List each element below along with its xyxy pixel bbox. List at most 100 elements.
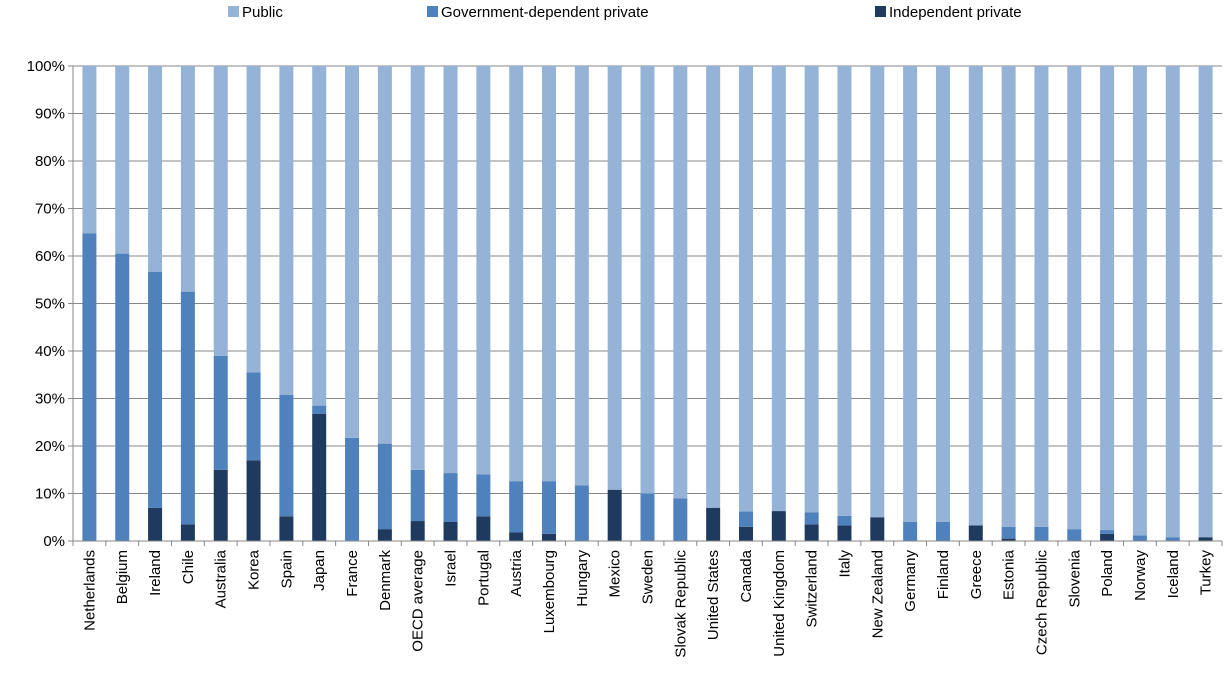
y-tick-label: 70%: [35, 201, 65, 218]
x-tick-label: Belgium: [114, 550, 131, 604]
bar-independent-private-portugal: [476, 516, 491, 541]
bar-public-united-kingdom: [771, 66, 786, 512]
bar-government-dependent-private-japan: [312, 405, 327, 414]
y-tick-label: 100%: [27, 58, 65, 75]
y-tick-label: 0%: [43, 533, 65, 550]
x-tick-label: Norway: [1132, 550, 1149, 601]
bar-independent-private-canada: [738, 526, 753, 541]
bar-public-turkey: [1198, 66, 1213, 538]
bar-government-dependent-private-france: [345, 437, 360, 541]
bar-government-dependent-private-israel: [443, 473, 458, 522]
x-tick-label: Canada: [738, 549, 755, 602]
bar-government-dependent-private-chile: [180, 291, 195, 525]
bar-government-dependent-private-iceland: [1165, 537, 1180, 541]
x-tick-label: United Kingdom: [771, 550, 788, 657]
x-tick-label: Turkey: [1198, 550, 1215, 596]
x-tick-label: Chile: [180, 550, 197, 584]
bar-government-dependent-private-netherlands: [82, 233, 97, 541]
bar-independent-private-australia: [213, 469, 228, 541]
bar-public-luxembourg: [542, 66, 557, 482]
x-tick-label: Portugal: [475, 550, 492, 606]
bar-government-dependent-private-slovak-republic: [673, 498, 688, 541]
x-tick-label: Israel: [443, 550, 460, 587]
legend: Public Government-dependent private Indepe…: [228, 4, 1022, 21]
bar-public-new-zealand: [870, 66, 885, 518]
legend-swatch-public: [228, 6, 239, 17]
x-tick-label: France: [344, 550, 361, 597]
bar-independent-private-chile: [180, 524, 195, 541]
bar-government-dependent-private-luxembourg: [542, 481, 557, 534]
bar-public-united-states: [706, 66, 721, 508]
bar-public-norway: [1132, 66, 1147, 536]
bar-public-hungary: [574, 66, 589, 486]
bar-public-italy: [837, 66, 852, 516]
bar-public-poland: [1100, 66, 1115, 531]
x-tick-label: Italy: [836, 550, 853, 578]
bar-government-dependent-private-australia: [213, 355, 228, 470]
bar-public-sweden: [640, 66, 655, 494]
x-tick-label: Netherlands: [81, 550, 98, 631]
bar-public-czech-republic: [1034, 66, 1049, 527]
bar-independent-private-united-kingdom: [771, 511, 786, 541]
bar-independent-private-united-states: [706, 507, 721, 541]
bar-independent-private-japan: [312, 413, 327, 541]
bar-public-switzerland: [804, 66, 819, 513]
y-tick-label: 50%: [35, 296, 65, 313]
bar-public-australia: [213, 66, 228, 356]
bar-independent-private-austria: [509, 532, 524, 541]
x-tick-label: Spain: [278, 550, 295, 588]
x-tick-label: Denmark: [377, 550, 394, 611]
bar-public-portugal: [476, 66, 491, 475]
x-tick-label: Greece: [968, 550, 985, 599]
bar-independent-private-mexico: [607, 489, 622, 541]
bar-government-dependent-private-sweden: [640, 493, 655, 541]
bar-government-dependent-private-austria: [509, 481, 524, 533]
bar-government-dependent-private-hungary: [574, 485, 589, 541]
x-tick-label: Estonia: [1001, 549, 1018, 600]
bar-independent-private-israel: [443, 522, 458, 541]
bar-independent-private-spain: [279, 516, 294, 541]
bar-independent-private-poland: [1100, 533, 1115, 541]
bar-independent-private-turkey: [1198, 537, 1213, 541]
bar-public-france: [345, 66, 360, 438]
bar-independent-private-denmark: [377, 529, 392, 541]
bar-independent-private-ireland: [148, 507, 163, 541]
bar-government-dependent-private-canada: [738, 511, 753, 527]
bar-government-dependent-private-czech-republic: [1034, 526, 1049, 541]
bar-government-dependent-private-finland: [935, 522, 950, 541]
bar-independent-private-greece: [968, 525, 983, 541]
bar-public-greece: [968, 66, 983, 526]
bar-government-dependent-private-slovenia: [1067, 529, 1082, 541]
x-tick-label: Slovak Republic: [672, 550, 689, 658]
x-tick-label: Japan: [311, 550, 328, 591]
bar-government-dependent-private-spain: [279, 394, 294, 517]
bar-government-dependent-private-switzerland: [804, 512, 819, 525]
x-tick-label: Ireland: [147, 550, 164, 596]
y-tick-label: 10%: [35, 486, 65, 503]
x-tick-label: Iceland: [1165, 550, 1182, 598]
bar-public-denmark: [377, 66, 392, 444]
y-tick-label: 40%: [35, 343, 65, 360]
bar-government-dependent-private-italy: [837, 515, 852, 526]
bar-public-austria: [509, 66, 524, 482]
x-tick-label: Switzerland: [804, 550, 821, 628]
bar-public-japan: [312, 66, 327, 406]
bar-public-netherlands: [82, 66, 97, 234]
bar-independent-private-estonia: [1001, 538, 1016, 541]
bar-independent-private-switzerland: [804, 524, 819, 541]
y-tick-label: 30%: [35, 391, 65, 408]
x-tick-label: Slovenia: [1066, 549, 1083, 607]
legend-swatch-government-dependent-private: [427, 6, 438, 17]
bar-independent-private-italy: [837, 525, 852, 541]
x-tick-label: Australia: [213, 549, 230, 608]
bar-public-spain: [279, 66, 294, 395]
y-tick-label: 60%: [35, 248, 65, 265]
x-tick-label: Germany: [902, 550, 919, 612]
bar-independent-private-luxembourg: [542, 533, 557, 541]
bar-public-ireland: [148, 66, 163, 272]
bar-public-chile: [180, 66, 195, 292]
bar-public-canada: [738, 66, 753, 512]
x-tick-label: OECD average: [410, 550, 427, 652]
